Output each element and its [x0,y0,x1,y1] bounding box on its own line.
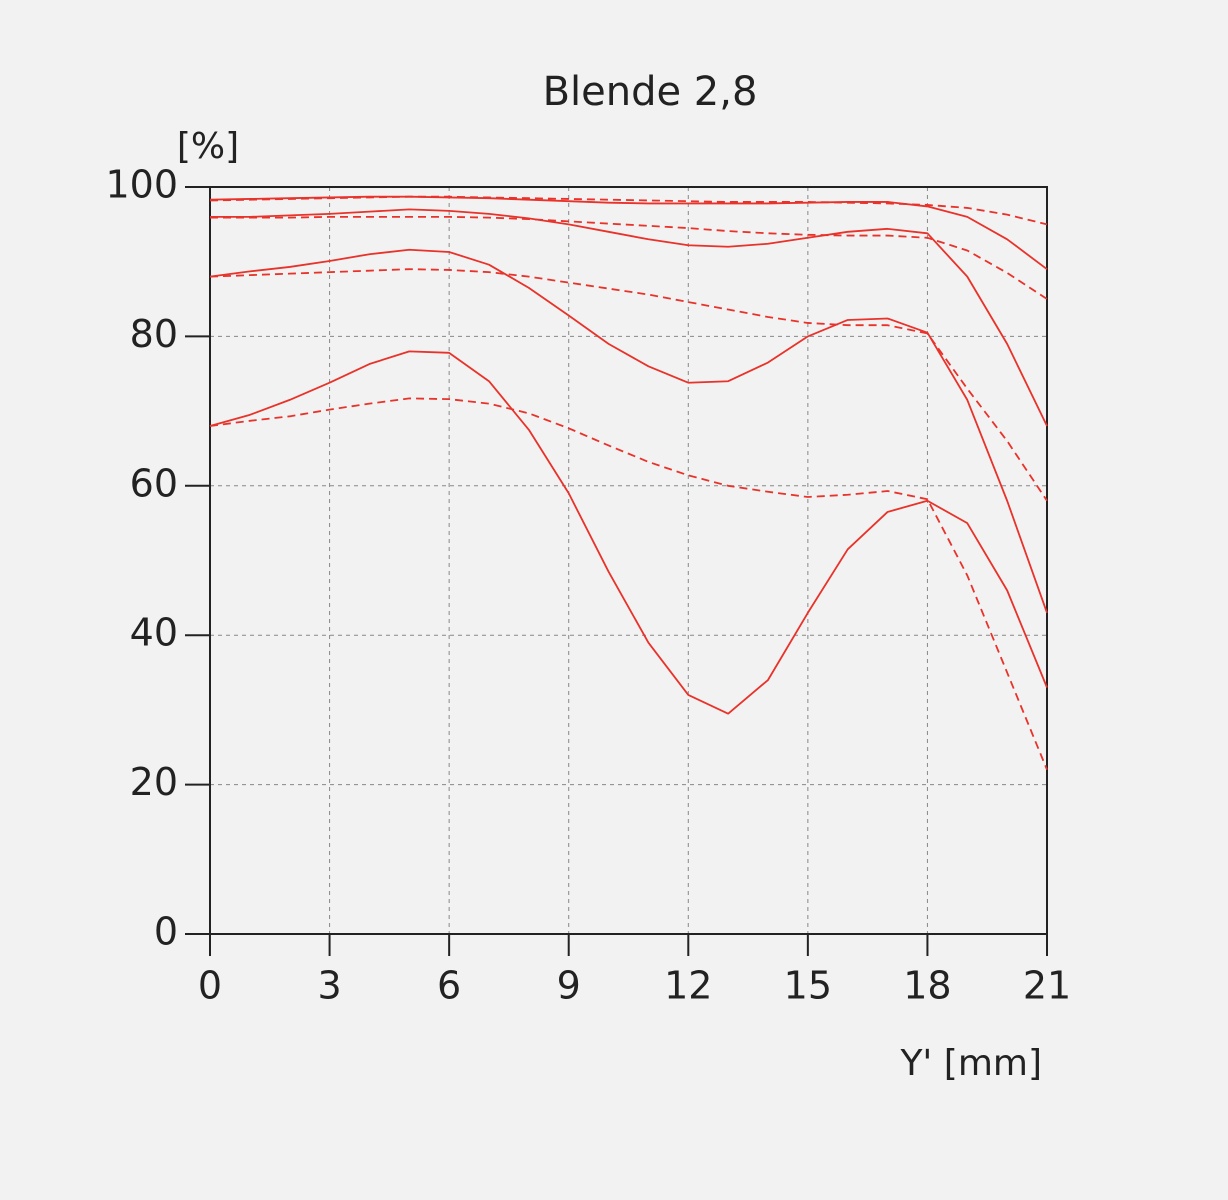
chart-title: Blende 2,8 [543,69,758,115]
y-tick-label: 20 [130,760,178,804]
x-tick-label: 21 [1023,964,1071,1008]
x-tick-label: 3 [317,964,341,1008]
y-tick-label: 100 [105,163,178,207]
series-line [210,215,1048,300]
y-tick-label: 80 [130,312,178,356]
x-tick-label: 6 [437,964,461,1008]
x-axis-label: Y' [mm] [899,1043,1042,1084]
series-line [209,195,1048,270]
series-line [209,350,1048,715]
y-tick-label: 40 [130,611,178,655]
series-line [209,248,1048,614]
plot-frame [209,186,1048,935]
x-tick-label: 18 [903,964,951,1008]
y-tick-label: 60 [130,461,178,505]
x-tick-label: 9 [557,964,581,1008]
series-line [209,195,1048,226]
x-tick-label: 15 [784,964,832,1008]
x-tick-label: 0 [198,964,222,1008]
y-tick-label: 0 [154,910,178,954]
x-tick-label: 12 [664,964,712,1008]
series-line [210,208,1048,427]
series-line [209,268,1048,502]
y-axis-label: [%] [177,126,239,167]
series-line [209,397,1048,771]
